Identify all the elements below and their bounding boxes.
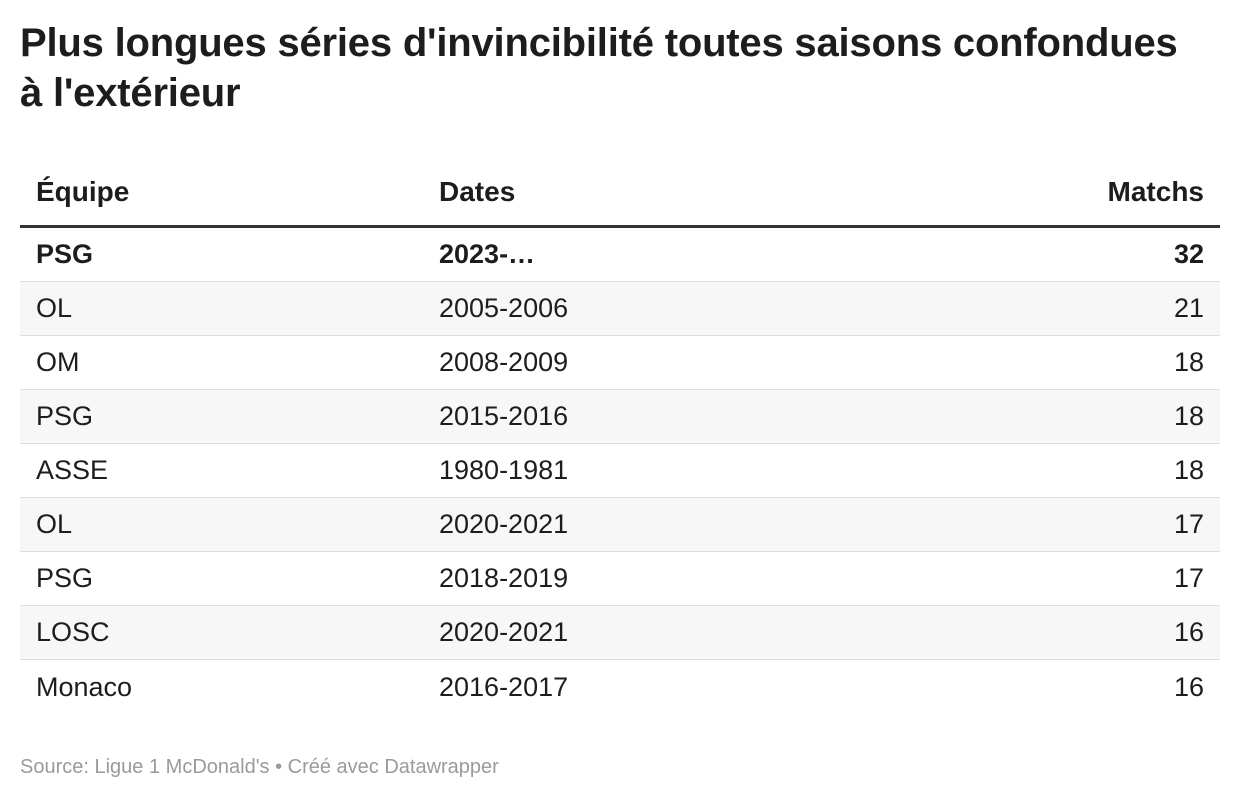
table-row: Monaco 2016-2017 16	[20, 660, 1220, 714]
cell-dates: 2008-2009	[439, 347, 569, 377]
cell-dates: 2020-2021	[439, 617, 569, 647]
cell-matches: 21	[1173, 293, 1204, 323]
cell-dates: 2005-2006	[439, 293, 569, 323]
column-header-team[interactable]: Équipe	[36, 175, 130, 207]
table-row: OL 2005-2006 21	[20, 282, 1220, 336]
table-row: OL 2020-2021 17	[20, 498, 1220, 552]
cell-matches: 17	[1173, 563, 1204, 593]
cell-team: PSG	[36, 401, 94, 431]
cell-dates: 2016-2017	[439, 671, 569, 702]
source-footer: Source: Ligue 1 McDonald's • Créé avec D…	[20, 756, 499, 778]
table-row: PSG 2018-2019 17	[20, 552, 1220, 606]
table-header: Équipe Dates Matchs	[20, 158, 1220, 228]
cell-matches: 32	[1173, 239, 1204, 269]
cell-dates: 2020-2021	[439, 509, 569, 539]
cell-team: LOSC	[36, 617, 110, 647]
cell-dates: 2018-2019	[439, 563, 569, 593]
column-header-dates[interactable]: Dates	[439, 175, 516, 207]
table-row: ASSE 1980-1981 18	[20, 444, 1220, 498]
chart-title: Plus longues séries d'invincibilité tout…	[20, 21, 1178, 115]
cell-team: OL	[36, 509, 73, 539]
cell-dates: 1980-1981	[439, 455, 569, 485]
data-table: Équipe Dates Matchs PSG 2023-… 32 OL 2005-20…	[20, 158, 1220, 714]
cell-dates: 2023-…	[439, 239, 536, 269]
cell-team: ASSE	[36, 455, 109, 485]
cell-team: OL	[36, 293, 73, 323]
cell-matches: 18	[1173, 455, 1204, 485]
cell-matches: 18	[1173, 347, 1204, 377]
column-header-matches[interactable]: Matchs	[1107, 175, 1204, 207]
table-row: OM 2008-2009 18	[20, 336, 1220, 390]
cell-team: PSG	[36, 563, 94, 593]
table-row: LOSC 2020-2021 16	[20, 606, 1220, 660]
cell-matches: 17	[1173, 509, 1204, 539]
cell-matches: 16	[1173, 617, 1204, 647]
table-row: PSG 2015-2016 18	[20, 390, 1220, 444]
cell-dates: 2015-2016	[439, 401, 569, 431]
table-body: PSG 2023-… 32 OL 2005-2006 21 OM 2008-2009 18 PSG…	[20, 228, 1220, 714]
table-row: PSG 2023-… 32	[20, 228, 1220, 282]
cell-team: OM	[36, 347, 80, 377]
cell-team: PSG	[36, 239, 94, 269]
cell-matches: 16	[1173, 671, 1204, 702]
cell-matches: 18	[1173, 401, 1204, 431]
cell-team: Monaco	[36, 671, 133, 702]
